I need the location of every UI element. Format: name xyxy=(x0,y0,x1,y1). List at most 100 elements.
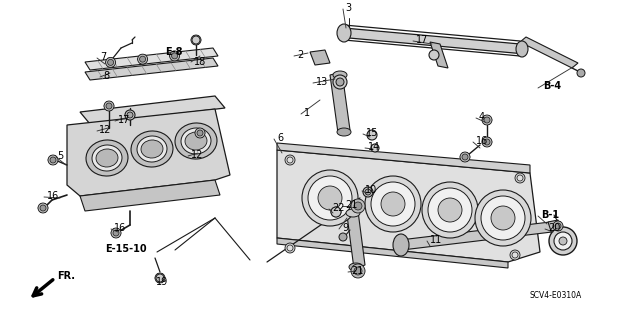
Circle shape xyxy=(554,232,572,250)
Text: 13: 13 xyxy=(316,77,328,87)
Circle shape xyxy=(106,103,112,109)
Polygon shape xyxy=(104,102,109,106)
Circle shape xyxy=(138,54,148,64)
Text: 1: 1 xyxy=(304,108,310,118)
Polygon shape xyxy=(170,52,175,56)
Polygon shape xyxy=(463,153,467,157)
Polygon shape xyxy=(85,48,218,70)
Polygon shape xyxy=(111,58,116,63)
Circle shape xyxy=(111,228,121,238)
Polygon shape xyxy=(43,208,48,212)
Polygon shape xyxy=(157,274,163,278)
Ellipse shape xyxy=(337,128,351,136)
Circle shape xyxy=(517,175,523,181)
Polygon shape xyxy=(155,278,160,282)
Ellipse shape xyxy=(86,140,128,176)
Polygon shape xyxy=(193,36,198,40)
Circle shape xyxy=(40,205,46,211)
Circle shape xyxy=(285,155,295,165)
Text: 7: 7 xyxy=(100,52,106,62)
Text: 21: 21 xyxy=(345,200,357,210)
Circle shape xyxy=(577,69,585,77)
Text: 11: 11 xyxy=(430,235,442,245)
Circle shape xyxy=(481,196,525,240)
Polygon shape xyxy=(111,63,116,67)
Circle shape xyxy=(559,237,567,245)
Polygon shape xyxy=(355,271,362,277)
Circle shape xyxy=(484,139,490,145)
Polygon shape xyxy=(175,52,180,56)
Polygon shape xyxy=(38,204,43,208)
Text: 17: 17 xyxy=(416,35,428,45)
Circle shape xyxy=(50,157,56,163)
Polygon shape xyxy=(38,208,43,212)
Text: 18: 18 xyxy=(194,57,206,67)
Circle shape xyxy=(460,152,470,162)
Polygon shape xyxy=(482,142,487,146)
Polygon shape xyxy=(484,138,490,142)
Polygon shape xyxy=(43,204,48,208)
Polygon shape xyxy=(400,222,552,250)
Circle shape xyxy=(106,57,116,67)
Polygon shape xyxy=(140,59,145,63)
Circle shape xyxy=(371,144,379,152)
Circle shape xyxy=(331,207,341,217)
Circle shape xyxy=(482,137,492,147)
Polygon shape xyxy=(196,36,201,40)
Text: 19: 19 xyxy=(156,277,168,287)
Polygon shape xyxy=(172,56,177,60)
Polygon shape xyxy=(196,40,201,44)
Ellipse shape xyxy=(141,140,163,158)
Circle shape xyxy=(482,115,492,125)
Circle shape xyxy=(157,275,163,281)
Polygon shape xyxy=(111,229,116,233)
Polygon shape xyxy=(484,116,490,120)
Text: 21: 21 xyxy=(351,266,364,276)
Polygon shape xyxy=(331,208,336,212)
Ellipse shape xyxy=(175,123,217,159)
Polygon shape xyxy=(143,55,148,59)
Circle shape xyxy=(351,199,365,213)
Polygon shape xyxy=(277,143,530,173)
Circle shape xyxy=(336,78,344,86)
Polygon shape xyxy=(53,160,58,164)
Circle shape xyxy=(515,173,525,183)
Ellipse shape xyxy=(137,136,167,162)
Polygon shape xyxy=(143,59,148,63)
Ellipse shape xyxy=(516,41,528,57)
Polygon shape xyxy=(157,278,163,282)
Polygon shape xyxy=(40,204,45,208)
Ellipse shape xyxy=(333,71,347,79)
Circle shape xyxy=(510,250,520,260)
Polygon shape xyxy=(106,58,111,63)
Circle shape xyxy=(172,53,178,59)
Polygon shape xyxy=(116,233,121,237)
Text: 16: 16 xyxy=(47,191,60,201)
Text: 17: 17 xyxy=(118,115,131,125)
Polygon shape xyxy=(351,265,358,271)
Circle shape xyxy=(491,206,515,230)
Polygon shape xyxy=(358,206,365,212)
Polygon shape xyxy=(355,206,362,212)
Circle shape xyxy=(367,130,377,140)
Text: 16: 16 xyxy=(114,223,126,233)
Polygon shape xyxy=(140,55,145,59)
Text: 3: 3 xyxy=(345,3,351,13)
Text: 9: 9 xyxy=(342,223,348,233)
Polygon shape xyxy=(358,265,365,271)
Polygon shape xyxy=(351,271,358,277)
Polygon shape xyxy=(106,63,111,67)
Polygon shape xyxy=(460,157,465,161)
Polygon shape xyxy=(195,133,200,137)
Text: 10: 10 xyxy=(365,185,377,195)
Polygon shape xyxy=(336,208,341,212)
Polygon shape xyxy=(191,36,196,40)
Polygon shape xyxy=(548,220,563,237)
Ellipse shape xyxy=(92,145,122,171)
Circle shape xyxy=(285,243,295,253)
Text: E-15-10: E-15-10 xyxy=(105,244,147,254)
Polygon shape xyxy=(310,50,330,65)
Polygon shape xyxy=(108,63,113,67)
Ellipse shape xyxy=(181,128,211,154)
Polygon shape xyxy=(465,157,470,161)
